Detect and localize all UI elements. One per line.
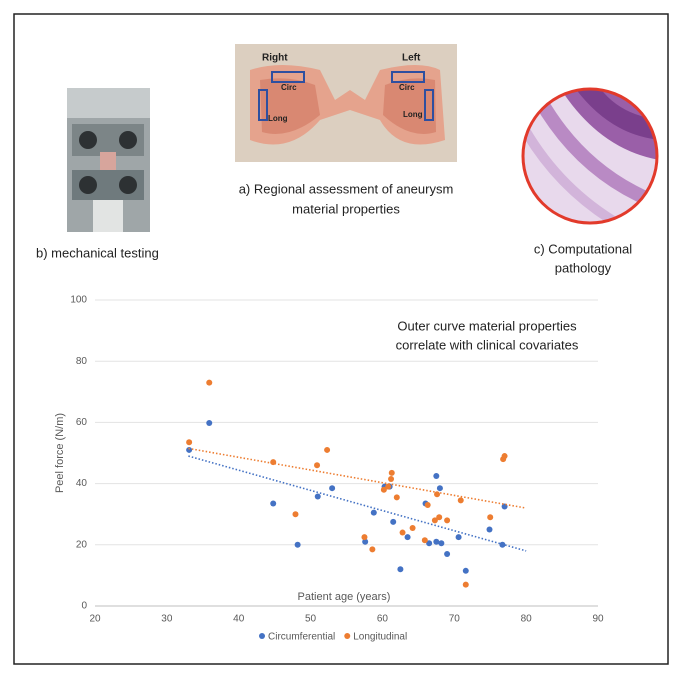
y-axis-label: Peel force (N/m) (54, 413, 66, 493)
y-tick-label: 40 (76, 478, 88, 489)
y-tick-label: 60 (76, 417, 88, 428)
annotation: correlate with clinical covariates (396, 337, 579, 352)
point (437, 485, 443, 491)
photo-label: Long (403, 110, 423, 119)
point (499, 542, 505, 548)
annotation: Outer curve material properties (397, 318, 577, 333)
figure: Right Left Circ Long Circ Long a) Region… (0, 0, 682, 674)
legend-label: Longitudinal (353, 632, 407, 643)
y-tick-label: 100 (70, 295, 87, 306)
x-tick-label: 70 (449, 614, 461, 625)
point (206, 420, 212, 426)
tissue-photo: Right Left Circ Long Circ Long (235, 44, 457, 162)
point (434, 491, 440, 497)
point (369, 546, 375, 552)
point (400, 530, 406, 536)
point (458, 497, 464, 503)
point (206, 380, 212, 386)
point (270, 459, 276, 465)
x-tick-label: 40 (233, 614, 245, 625)
legend-label: Circumferential (268, 632, 335, 643)
x-tick-label: 20 (89, 614, 101, 625)
y-tick-label: 0 (81, 601, 87, 612)
caption: b) mechanical testing (36, 245, 159, 260)
photo-label: Left (402, 53, 421, 64)
point (270, 500, 276, 506)
point (385, 484, 391, 490)
x-axis-label: Patient age (years) (298, 591, 391, 603)
mechanical-photo (67, 88, 150, 232)
point (324, 447, 330, 453)
point (422, 537, 428, 543)
photo-label: Right (262, 53, 288, 64)
point (292, 511, 298, 517)
point (314, 462, 320, 468)
point (444, 551, 450, 557)
point (295, 542, 301, 548)
y-tick-label: 20 (76, 539, 88, 550)
photo-label: Circ (281, 83, 297, 92)
photo-label: Circ (399, 83, 415, 92)
point (394, 494, 400, 500)
point (186, 439, 192, 445)
point (425, 502, 431, 508)
x-tick-label: 90 (592, 614, 604, 625)
caption: a) Regional assessment of aneurysm (239, 181, 454, 196)
point (433, 473, 439, 479)
x-tick-label: 60 (377, 614, 389, 625)
caption: c) Computational (534, 241, 632, 256)
caption: material properties (292, 201, 400, 216)
point (444, 517, 450, 523)
y-tick-label: 80 (76, 356, 88, 367)
point (315, 493, 321, 499)
x-tick-label: 80 (521, 614, 533, 625)
point (463, 582, 469, 588)
point (438, 540, 444, 546)
point (390, 519, 396, 525)
point (329, 485, 335, 491)
x-tick-label: 30 (161, 614, 173, 625)
photo-label: Long (268, 114, 288, 123)
point (371, 510, 377, 516)
point (502, 453, 508, 459)
legend-marker (259, 633, 265, 639)
point (397, 566, 403, 572)
point (436, 514, 442, 520)
point (487, 514, 493, 520)
legend-marker (344, 633, 350, 639)
point (410, 525, 416, 531)
point (463, 568, 469, 574)
point (388, 476, 394, 482)
point (389, 470, 395, 476)
x-tick-label: 50 (305, 614, 317, 625)
point (486, 527, 492, 533)
point (456, 534, 462, 540)
caption: pathology (555, 260, 612, 275)
point (405, 534, 411, 540)
point (361, 534, 367, 540)
